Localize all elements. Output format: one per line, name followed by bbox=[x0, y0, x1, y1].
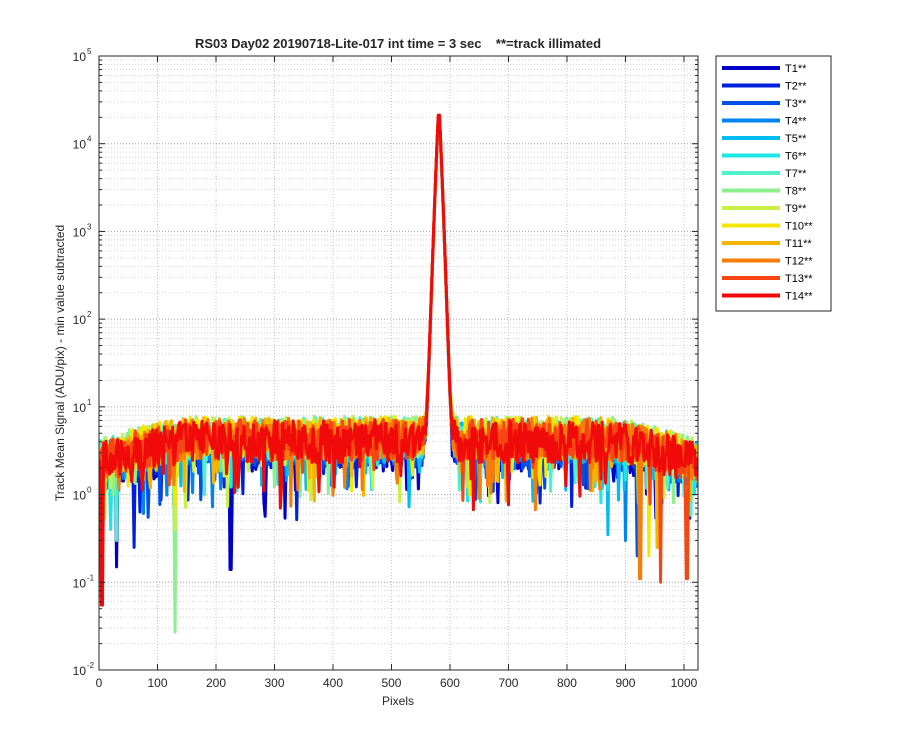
legend-item: T11** bbox=[722, 238, 812, 250]
x-tick-label: 0 bbox=[96, 676, 103, 690]
y-tick-label: 10 5 bbox=[73, 47, 92, 64]
legend-item: T4** bbox=[722, 116, 807, 128]
axes-box bbox=[98, 55, 699, 671]
legend-label: T3** bbox=[785, 98, 807, 110]
y-tick-label: 10 4 bbox=[73, 135, 92, 152]
x-tick-label: 200 bbox=[206, 676, 226, 690]
legend-item: T12** bbox=[722, 256, 813, 268]
legend-item: T8** bbox=[722, 186, 807, 198]
x-tick-label: 500 bbox=[381, 676, 401, 690]
y-tick-base: 10 bbox=[73, 576, 87, 590]
x-tick-label: 800 bbox=[557, 676, 577, 690]
y-tick-exponent: 3 bbox=[87, 222, 92, 231]
x-tick-labels: 0 100 200 300 400 500 600 700 800 900 1000 bbox=[96, 676, 698, 690]
legend-label: T4** bbox=[785, 116, 807, 128]
legend-box bbox=[715, 55, 832, 312]
y-tick-base: 10 bbox=[73, 50, 87, 64]
y-tick-exponent: -2 bbox=[87, 661, 95, 670]
y-tick-label: 10 -2 bbox=[73, 661, 95, 678]
legend-item: T5** bbox=[722, 133, 807, 145]
x-tick-label: 600 bbox=[440, 676, 460, 690]
x-tick-label: 900 bbox=[615, 676, 635, 690]
legend-item: T10** bbox=[722, 221, 813, 233]
y-tick-base: 10 bbox=[73, 664, 87, 678]
legend-label: T11** bbox=[785, 238, 812, 250]
y-tick-exponent: 5 bbox=[87, 47, 92, 56]
legend-label: T1** bbox=[785, 63, 807, 75]
y-tick-label: 10 3 bbox=[73, 222, 92, 239]
legend-item: T14** bbox=[722, 291, 813, 303]
legend-label: T6** bbox=[785, 151, 807, 163]
plot-area bbox=[99, 56, 698, 670]
x-tick-label: 700 bbox=[498, 676, 518, 690]
x-tick-label: 300 bbox=[264, 676, 284, 690]
legend-label: T14** bbox=[785, 291, 813, 303]
legend-label: T9** bbox=[785, 203, 807, 215]
y-tick-exponent: -1 bbox=[87, 573, 95, 582]
legend-label: T12** bbox=[785, 256, 813, 268]
x-tick-label: 400 bbox=[323, 676, 343, 690]
legend-item: T2** bbox=[722, 81, 807, 93]
legend-item: T1** bbox=[722, 63, 807, 75]
series-layer bbox=[99, 113, 698, 634]
legend-label: T10** bbox=[785, 221, 813, 233]
y-tick-exponent: 0 bbox=[87, 486, 92, 495]
y-tick-base: 10 bbox=[73, 138, 87, 152]
y-tick-label: 10 1 bbox=[73, 398, 92, 415]
legend-label: T8** bbox=[785, 186, 807, 198]
y-tick-exponent: 2 bbox=[87, 310, 92, 319]
legend-label: T2** bbox=[785, 81, 807, 93]
y-tick-base: 10 bbox=[73, 401, 87, 415]
legend-item: T7** bbox=[722, 168, 807, 180]
series-line-t14 bbox=[99, 113, 698, 607]
y-tick-label: 10 -1 bbox=[73, 573, 95, 590]
legend: T1** T2** T3** T4** T5** T6** T7** T8** T9** T10*… bbox=[715, 55, 832, 312]
y-tick-label: 10 0 bbox=[73, 486, 92, 503]
legend-item: T3** bbox=[722, 98, 807, 110]
y-tick-base: 10 bbox=[73, 313, 87, 327]
ticks bbox=[98, 55, 698, 671]
x-tick-label: 1000 bbox=[671, 676, 698, 690]
legend-label: T5** bbox=[785, 133, 807, 145]
y-tick-base: 10 bbox=[73, 225, 87, 239]
y-tick-exponent: 4 bbox=[87, 135, 92, 144]
y-tick-base: 10 bbox=[73, 489, 87, 503]
y-tick-exponent: 1 bbox=[87, 398, 92, 407]
legend-item: T6** bbox=[722, 151, 807, 163]
x-tick-label: 100 bbox=[147, 676, 167, 690]
y-axis-label: Track Mean Signal (ADU/pix) - min value … bbox=[53, 225, 67, 501]
chart-title: RS03 Day02 20190718-Lite-017 int time = … bbox=[195, 36, 601, 51]
legend-label: T7** bbox=[785, 168, 807, 180]
legend-label: T13** bbox=[785, 273, 813, 285]
legend-item: T13** bbox=[722, 273, 813, 285]
y-tick-label: 10 2 bbox=[73, 310, 92, 327]
x-axis-label: Pixels bbox=[382, 694, 414, 708]
legend-item: T9** bbox=[722, 203, 807, 215]
